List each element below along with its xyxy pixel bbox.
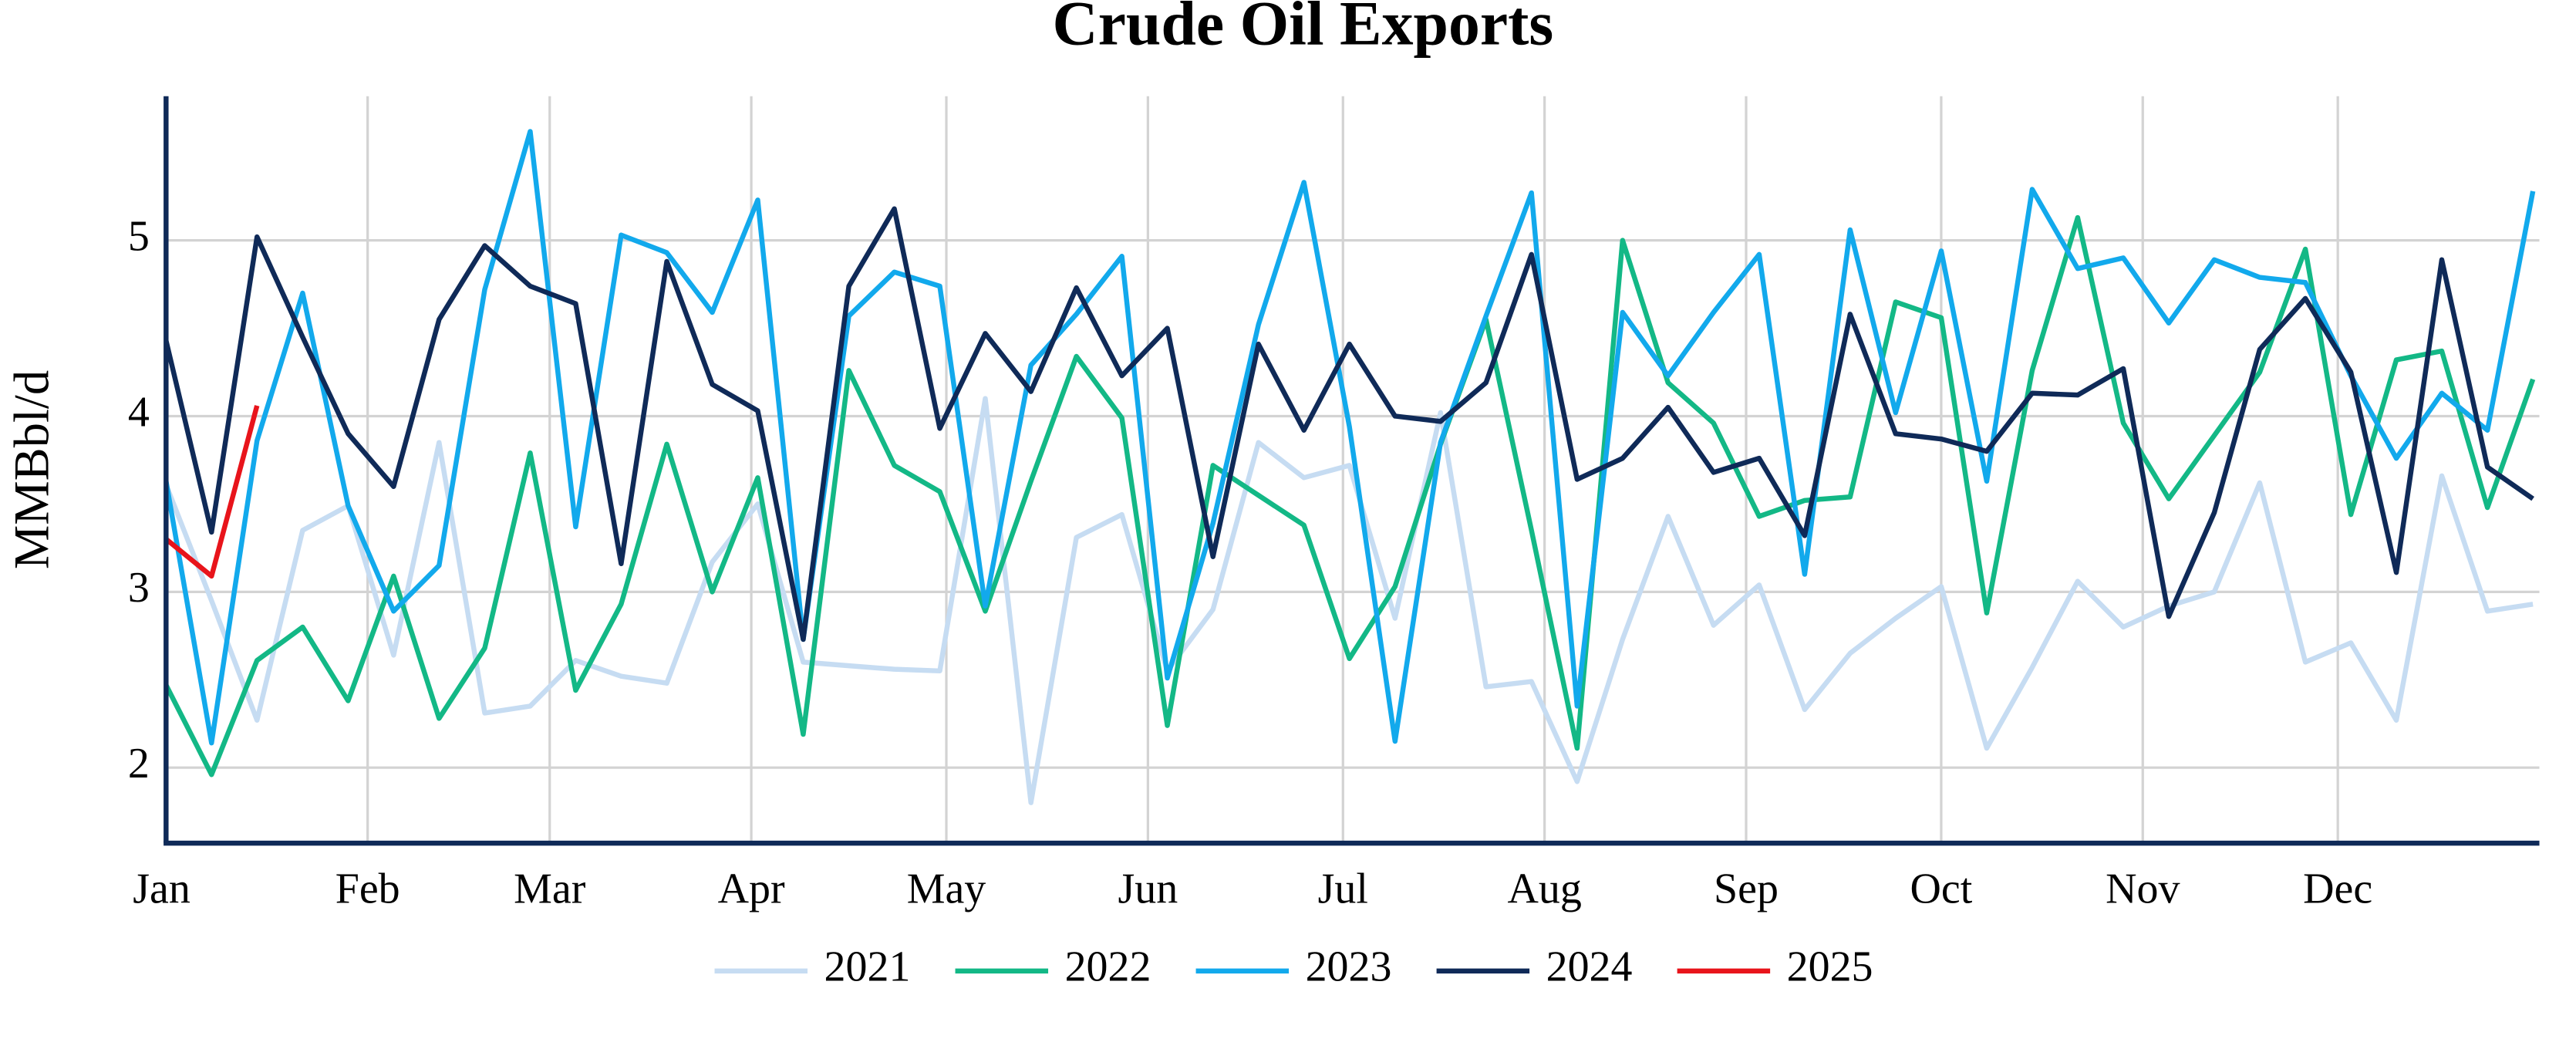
y-tick-label: 3 — [128, 564, 150, 612]
data-line — [166, 206, 2534, 643]
x-tick-label: Mar — [514, 865, 586, 913]
data-line — [166, 129, 2536, 746]
x-tick-label: Feb — [335, 865, 400, 913]
legend-label: 2021 — [824, 943, 911, 991]
x-tick-label: Sep — [1714, 865, 1779, 913]
legend-label: 2023 — [1306, 943, 1392, 991]
chart-title: Crude Oil Exports — [1053, 0, 1554, 58]
x-tick-label: Jun — [1118, 865, 1178, 913]
x-tick-label: Apr — [718, 865, 785, 913]
x-tick-label: Oct — [1910, 865, 1973, 913]
x-tick-label: Dec — [2303, 865, 2372, 913]
x-tick-label: Nov — [2106, 865, 2180, 913]
x-tick-label: Jul — [1318, 865, 1368, 913]
x-tick-label: Jan — [133, 865, 191, 913]
data-line — [166, 405, 260, 579]
legend-label: 2022 — [1065, 943, 1151, 991]
x-tick-label: Aug — [1507, 865, 1581, 913]
y-tick-label: 2 — [128, 740, 150, 788]
plot-lines — [166, 129, 2536, 805]
legend-label: 2025 — [1787, 943, 1873, 991]
y-axis-label: MMBbl/d — [3, 370, 59, 569]
y-tick-label: 5 — [128, 212, 150, 260]
x-tick-label: May — [907, 865, 986, 913]
data-line — [166, 396, 2534, 805]
y-tick-label: 4 — [128, 388, 150, 436]
legend-label: 2024 — [1546, 943, 1633, 991]
data-line — [166, 214, 2536, 777]
